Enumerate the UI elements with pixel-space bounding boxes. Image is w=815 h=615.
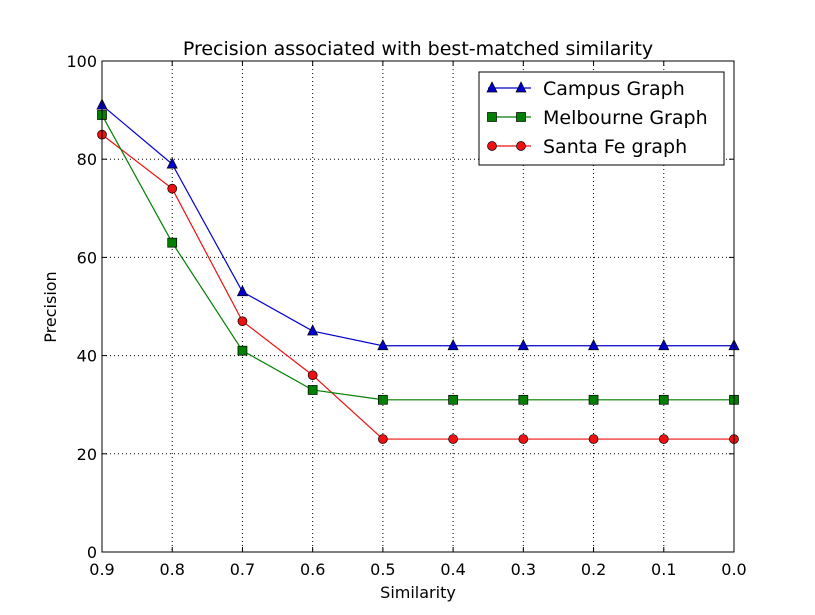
data-point-melbourne-graph xyxy=(378,394,388,405)
y-tick-label: 80 xyxy=(77,150,97,169)
grid-lines xyxy=(102,61,734,552)
x-tick-label: 0.4 xyxy=(440,560,465,579)
legend-label-campus-graph: Campus Graph xyxy=(543,78,685,100)
data-point-campus-graph xyxy=(587,338,600,351)
data-point-campus-graph xyxy=(166,157,178,169)
data-point-melbourne-graph xyxy=(448,394,458,405)
legend: Campus Graph Melbourne Graph Santa Fe grap… xyxy=(478,71,725,166)
y-axis-label: Precision xyxy=(41,271,60,342)
data-point-santa-fe-graph xyxy=(518,434,529,444)
data-point-santa-fe-graph xyxy=(658,434,669,444)
legend-marker-melbourne-graph xyxy=(516,112,526,122)
data-point-melbourne-graph xyxy=(588,394,599,405)
axis-ticks: 0.9 0.8 0.7 0.6 0.5 0.4 0.3 0.2 0.1 0.0 0 20 40 60 80 1… xyxy=(66,52,746,579)
x-tick-label: 0.2 xyxy=(581,560,606,579)
series-line-santa-fe-graph xyxy=(101,134,734,440)
data-point-santa-fe-graph xyxy=(237,316,248,327)
data-point-santa-fe-graph xyxy=(378,434,388,444)
y-tick-label: 20 xyxy=(77,445,97,464)
plot-frame xyxy=(101,60,735,553)
data-point-melbourne-graph xyxy=(518,394,529,405)
y-tick-label: 0 xyxy=(87,543,97,562)
legend-marker-santa-fe-graph xyxy=(516,141,526,151)
legend-label-santa-fe-graph: Santa Fe graph xyxy=(543,136,687,158)
x-axis-label: Similarity xyxy=(380,583,456,602)
x-tick-label: 0.9 xyxy=(89,560,114,579)
data-point-santa-fe-graph xyxy=(307,370,318,381)
data-point-santa-fe-graph xyxy=(448,434,458,444)
x-tick-label: 0.7 xyxy=(230,560,255,579)
x-tick-label: 0.3 xyxy=(511,560,536,579)
data-point-santa-fe-graph xyxy=(167,183,178,194)
x-tick-label: 0.6 xyxy=(300,560,325,579)
series-line-melbourne-graph xyxy=(101,114,734,401)
legend-label-melbourne-graph: Melbourne Graph xyxy=(543,107,708,129)
legend-marker-campus-graph xyxy=(515,81,527,93)
data-point-melbourne-graph xyxy=(167,237,178,248)
data-point-campus-graph xyxy=(236,284,249,297)
data-point-melbourne-graph xyxy=(307,385,318,395)
x-tick-label: 0.5 xyxy=(370,560,395,579)
data-point-melbourne-graph xyxy=(237,345,248,356)
data-point-santa-fe-graph xyxy=(588,434,599,444)
data-point-campus-graph xyxy=(307,324,319,336)
data-point-campus-graph xyxy=(517,338,529,351)
chart-title: Precision associated with best-matched s… xyxy=(183,38,653,60)
y-tick-label: 40 xyxy=(77,347,97,366)
legend-marker-melbourne-graph xyxy=(487,112,497,122)
data-point-campus-graph xyxy=(377,338,389,351)
data-point-campus-graph xyxy=(658,338,670,351)
data-point-melbourne-graph xyxy=(658,394,669,405)
y-tick-label: 100 xyxy=(66,52,97,71)
legend-marker-santa-fe-graph xyxy=(487,141,497,151)
x-tick-label: 0.0 xyxy=(721,560,746,579)
x-tick-label: 0.8 xyxy=(159,560,184,579)
series-line-campus-graph xyxy=(101,104,734,347)
legend-marker-campus-graph xyxy=(486,81,498,93)
x-tick-label: 0.1 xyxy=(651,560,676,579)
data-point-campus-graph xyxy=(447,338,459,351)
y-tick-label: 60 xyxy=(77,248,97,267)
